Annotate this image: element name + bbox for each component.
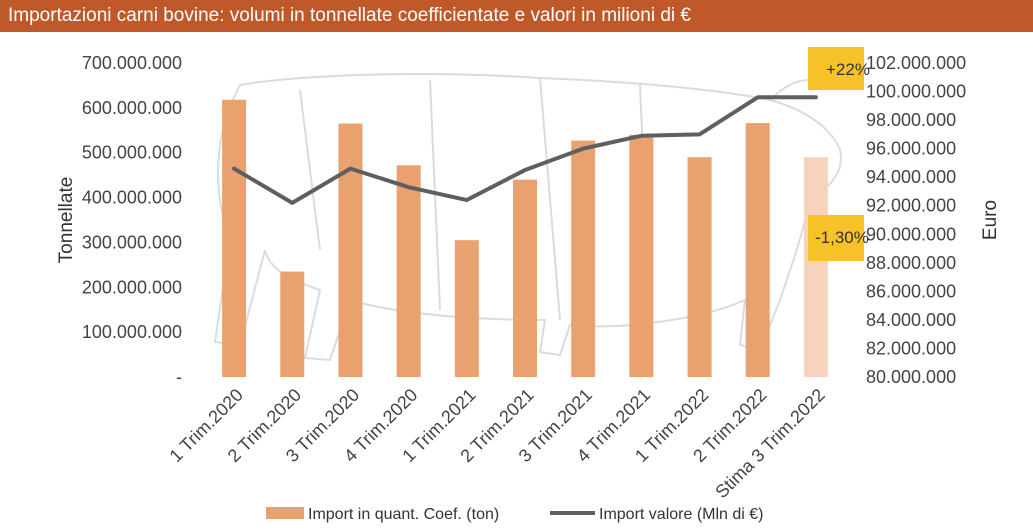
chart-title: Importazioni carni bovine: volumi in ton…: [8, 5, 691, 26]
bar-3: [396, 165, 421, 377]
bar-series: [222, 99, 828, 377]
value-line: [232, 95, 818, 205]
bar-6: [571, 140, 596, 377]
right-tick-label-2: 84.000.000: [866, 310, 956, 330]
right-tick-label-8: 96.000.000: [866, 139, 956, 159]
legend: Import in quant. Coef. (ton) Import valo…: [266, 506, 764, 523]
bar-1: [280, 271, 305, 377]
legend-line-label: Import valore (Mln di €): [599, 506, 764, 523]
left-tick-label-1: 100.000.000: [82, 322, 182, 342]
x-tick-label-10: Stima 3 Trim.2022: [711, 385, 828, 502]
right-tick-label-7: 94.000.000: [866, 167, 956, 187]
legend-bar-swatch: [266, 507, 304, 519]
bar-10: [803, 157, 828, 377]
right-tick-label-1: 82.000.000: [866, 338, 956, 358]
annotation-plus22-box: [808, 47, 864, 90]
annotation-plus22: +22%: [808, 47, 870, 90]
right-tick-label-11: 102.000.000: [866, 53, 966, 73]
bar-7: [629, 134, 654, 377]
line-series: [232, 95, 818, 205]
right-tick-label-10: 100.000.000: [866, 82, 966, 102]
left-tick-label-6: 600.000.000: [82, 98, 182, 118]
bar-5: [513, 179, 537, 377]
right-tick-label-5: 90.000.000: [866, 224, 956, 244]
right-tick-label-0: 80.000.000: [866, 367, 956, 387]
bar-9: [745, 123, 770, 377]
right-tick-label-6: 92.000.000: [866, 196, 956, 216]
left-tick-label-4: 400.000.000: [82, 188, 182, 208]
bar-0: [222, 99, 247, 377]
bar-4: [454, 240, 479, 377]
annotation-minus130: -1,30%: [808, 215, 869, 261]
right-axis-title: Euro: [980, 200, 1001, 240]
left-tick-label-2: 200.000.000: [82, 277, 182, 297]
left-tick-label-3: 300.000.000: [82, 232, 182, 252]
left-axis-ticks: - 100.000.000 200.000.000 300.000.000 400.00…: [82, 53, 182, 387]
left-tick-label-7: 700.000.000: [82, 53, 182, 73]
right-tick-label-4: 88.000.000: [866, 253, 956, 273]
annotation-minus130-box: [808, 215, 864, 261]
chart-title-bar: Importazioni carni bovine: volumi in ton…: [0, 0, 1033, 32]
bar-8: [687, 157, 712, 377]
left-axis-title: Tonnellate: [56, 177, 77, 264]
annotation-plus22-text: +22%: [826, 60, 870, 79]
left-tick-label-0: -: [176, 367, 182, 387]
right-tick-label-9: 98.000.000: [866, 110, 956, 130]
bar-2: [338, 123, 363, 377]
legend-bar-label: Import in quant. Coef. (ton): [308, 506, 499, 523]
right-tick-label-3: 86.000.000: [866, 281, 956, 301]
right-axis-ticks: 80.000.000 82.000.000 84.000.000 86.000.000…: [866, 53, 966, 387]
annotation-minus130-text: -1,30%: [815, 228, 869, 247]
left-tick-label-5: 500.000.000: [82, 143, 182, 163]
